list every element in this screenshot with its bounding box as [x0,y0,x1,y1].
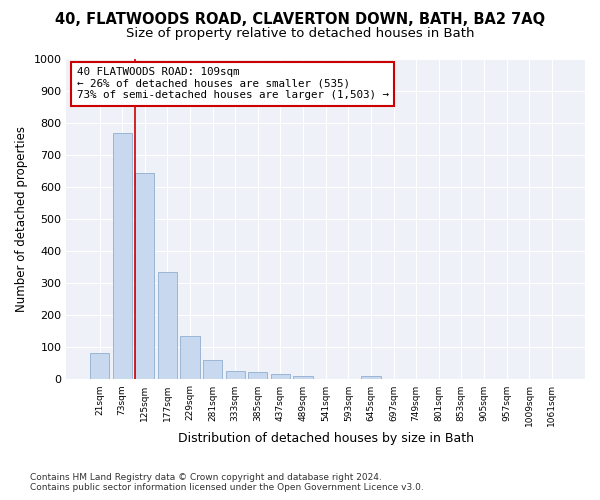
Bar [271,374,290,380]
Text: Size of property relative to detached houses in Bath: Size of property relative to detached ho… [126,28,474,40]
Bar [181,336,200,380]
Bar [113,132,132,380]
Text: 40, FLATWOODS ROAD, CLAVERTON DOWN, BATH, BA2 7AQ: 40, FLATWOODS ROAD, CLAVERTON DOWN, BATH… [55,12,545,28]
Bar [248,372,268,380]
Bar [226,371,245,380]
Bar [203,360,222,380]
Y-axis label: Number of detached properties: Number of detached properties [15,126,28,312]
Bar [158,272,177,380]
Bar [361,376,380,380]
Text: Contains HM Land Registry data © Crown copyright and database right 2024.
Contai: Contains HM Land Registry data © Crown c… [30,473,424,492]
Text: 40 FLATWOODS ROAD: 109sqm
← 26% of detached houses are smaller (535)
73% of semi: 40 FLATWOODS ROAD: 109sqm ← 26% of detac… [77,67,389,100]
Bar [293,376,313,380]
X-axis label: Distribution of detached houses by size in Bath: Distribution of detached houses by size … [178,432,474,445]
Bar [135,173,154,380]
Bar [90,353,109,380]
